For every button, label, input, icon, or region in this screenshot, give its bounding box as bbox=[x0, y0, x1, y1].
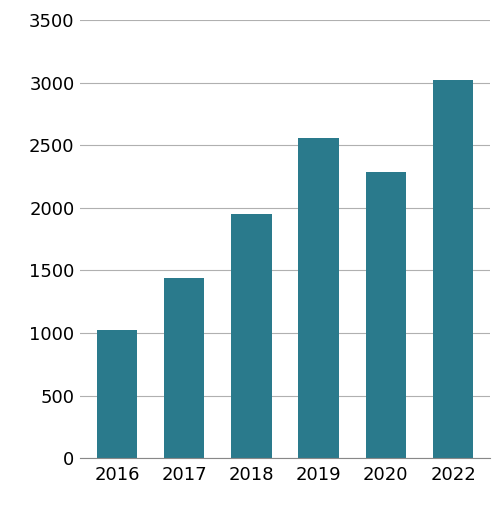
Bar bbox=[433, 80, 473, 458]
Bar bbox=[97, 330, 137, 458]
Bar bbox=[231, 214, 272, 458]
Bar bbox=[366, 172, 406, 458]
Bar bbox=[164, 278, 204, 458]
Bar bbox=[298, 138, 339, 458]
